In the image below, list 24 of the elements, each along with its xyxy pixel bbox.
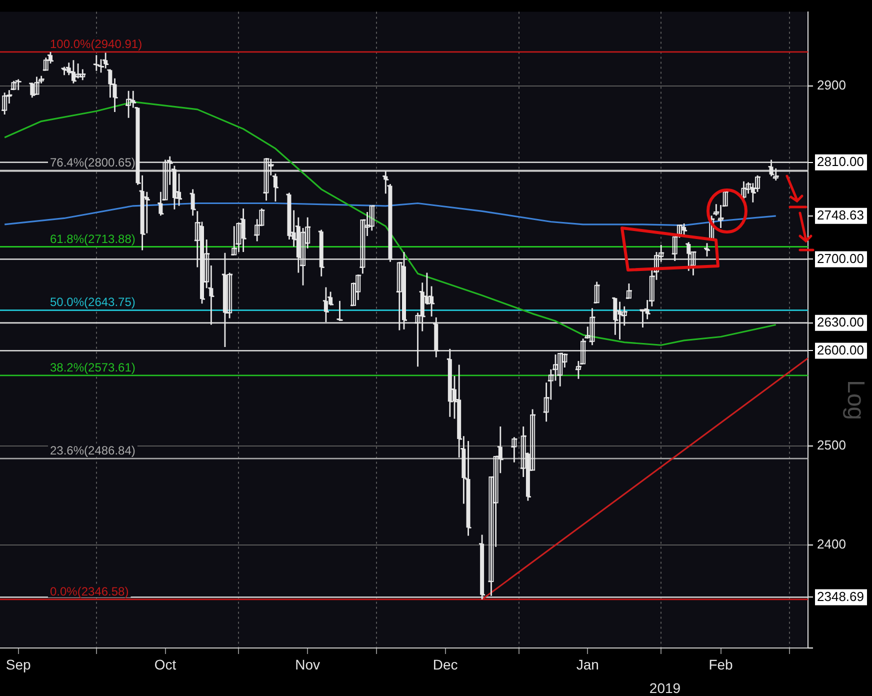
ref-line-label: 38.2%(2573.61) (50, 360, 136, 374)
y-tick-label: 2500 (817, 437, 846, 452)
x-tick-label: Jan (576, 656, 599, 672)
y-tick-label: 2600.00 (817, 342, 864, 358)
ref-line-label: 100.0%(2940.91) (50, 36, 142, 51)
ref-line-label: 61.8%(2713.88) (50, 232, 136, 246)
x-tick-label: Dec (432, 656, 458, 672)
y-tick-label: 2748.63 (817, 207, 864, 222)
x-tick-label: Sep (6, 656, 32, 672)
x-tick-label: Nov (295, 656, 320, 672)
ref-line-label: 23.6%(2486.84) (50, 444, 136, 458)
y-tick-label: 2400 (817, 536, 846, 552)
y-tick-label: 2810.00 (817, 154, 864, 169)
ref-line-label: 76.4%(2800.65) (50, 155, 136, 170)
text: 2019 (649, 680, 681, 696)
x-tick-label: Oct (154, 656, 176, 672)
y-tick-label: 2630.00 (817, 314, 864, 330)
y-tick-label: 2700.00 (817, 250, 864, 266)
y-tick-label: 2900 (817, 77, 846, 92)
text: Log (842, 380, 869, 420)
x-tick-label: Feb (708, 656, 734, 672)
ref-line-label: 50.0%(2643.75) (50, 295, 136, 310)
y-tick-label: 2348.69 (817, 588, 864, 604)
ref-line-label: 0.0%(2346.58) (50, 584, 129, 598)
